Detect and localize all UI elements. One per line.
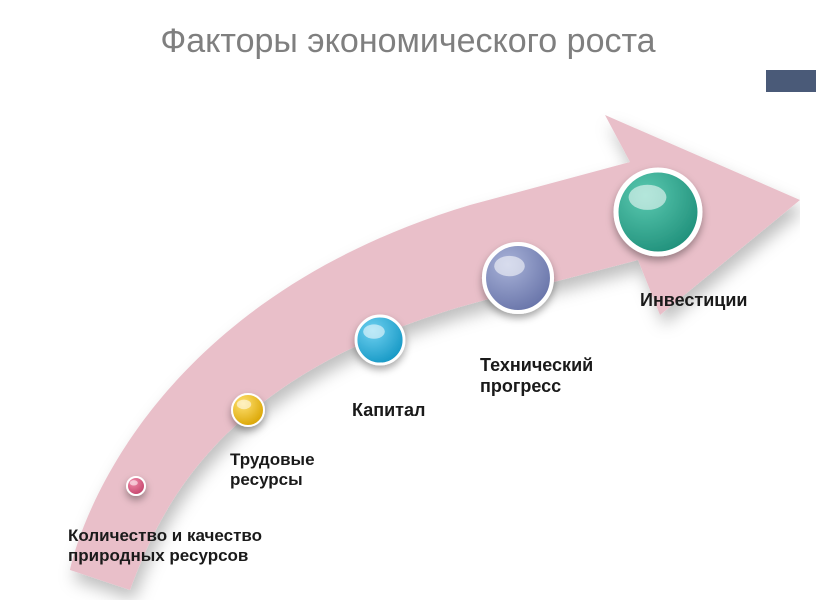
decor-block: [766, 70, 816, 92]
factor-node-4: [616, 170, 700, 254]
factor-label-1: Трудовые ресурсы: [230, 450, 350, 490]
factor-node-3: [484, 244, 552, 312]
diagram-svg: [40, 90, 800, 600]
page-title: Факторы экономического роста: [0, 22, 816, 61]
factor-node-1: [232, 394, 264, 426]
factor-label-4: Инвестиции: [640, 290, 790, 311]
factor-label-2: Капитал: [352, 400, 472, 421]
factor-node-2: [356, 316, 404, 364]
factor-label-3: Технический прогресс: [480, 355, 630, 397]
factor-node-0: [127, 477, 145, 495]
factor-label-0: Количество и качество природных ресурсов: [68, 526, 298, 566]
growth-factors-diagram: Количество и качество природных ресурсов…: [40, 90, 800, 600]
